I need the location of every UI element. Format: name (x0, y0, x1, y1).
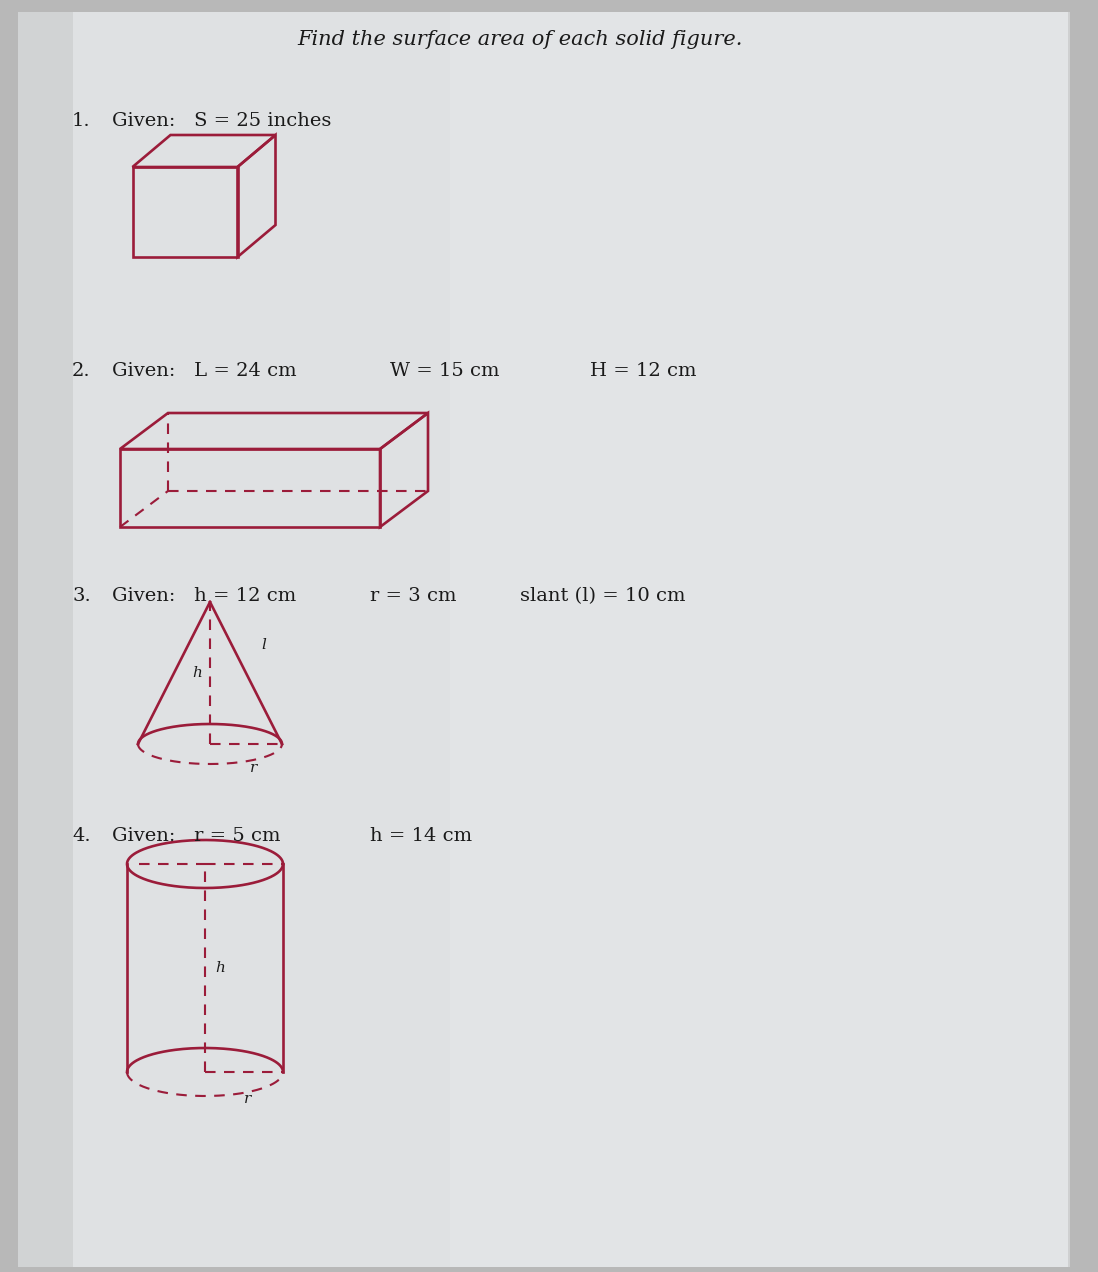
Text: 4.: 4. (72, 827, 91, 845)
Text: 2.: 2. (72, 363, 91, 380)
Text: r: r (244, 1091, 251, 1105)
Text: 1.: 1. (72, 112, 91, 130)
Text: 3.: 3. (72, 586, 91, 605)
Text: r: r (249, 761, 257, 775)
Text: Find the surface area of each solid figure.: Find the surface area of each solid figu… (298, 31, 742, 50)
Text: Given:   r = 5 cm: Given: r = 5 cm (112, 827, 280, 845)
Text: h: h (192, 667, 202, 681)
Text: H = 12 cm: H = 12 cm (590, 363, 696, 380)
Text: h: h (215, 962, 225, 976)
Text: h = 14 cm: h = 14 cm (370, 827, 472, 845)
Text: r = 3 cm: r = 3 cm (370, 586, 457, 605)
Text: slant (l) = 10 cm: slant (l) = 10 cm (520, 586, 685, 605)
Text: W = 15 cm: W = 15 cm (390, 363, 500, 380)
Text: l: l (261, 639, 267, 653)
FancyBboxPatch shape (18, 11, 72, 1267)
Text: Given:   S = 25 inches: Given: S = 25 inches (112, 112, 332, 130)
FancyBboxPatch shape (18, 11, 1068, 1267)
Text: Given:   h = 12 cm: Given: h = 12 cm (112, 586, 296, 605)
FancyBboxPatch shape (450, 11, 1069, 1267)
Text: Given:   L = 24 cm: Given: L = 24 cm (112, 363, 296, 380)
